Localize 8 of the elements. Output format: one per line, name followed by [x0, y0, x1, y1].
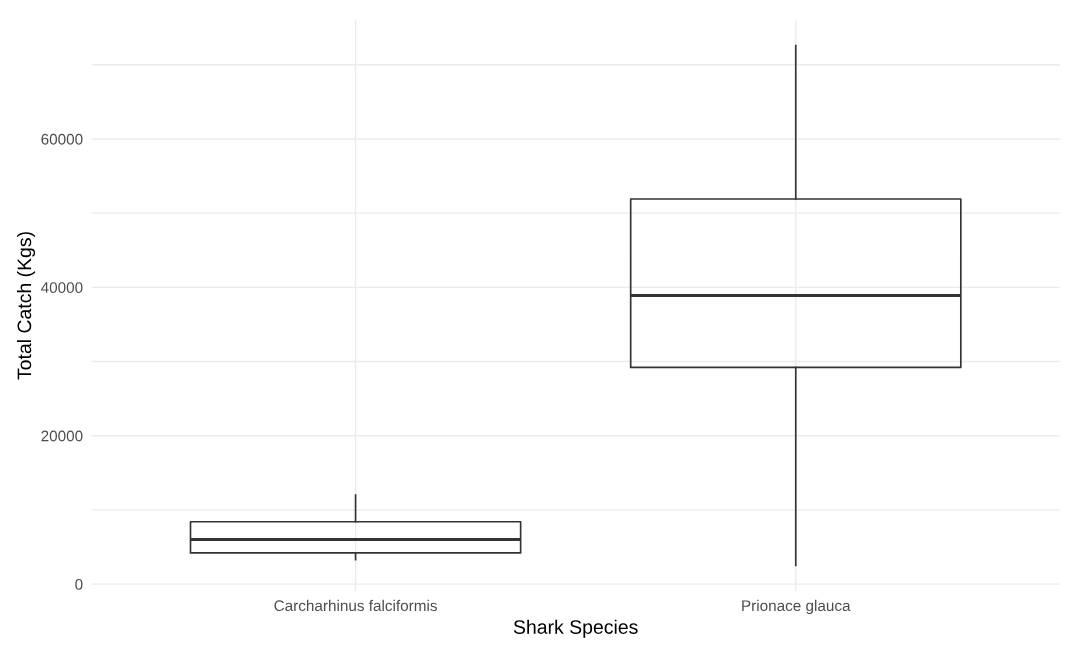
- y-tick-label: 40000: [41, 282, 83, 294]
- y-tick-label: 60000: [41, 133, 83, 145]
- x-axis-title: Shark Species: [513, 619, 638, 638]
- y-axis-title: Total Catch (Kgs): [16, 232, 36, 380]
- y-tick-label: 0: [75, 578, 83, 590]
- x-tick-label: Carcharhinus falciformis: [274, 599, 437, 612]
- x-tick-label: Prionace glauca: [742, 599, 851, 615]
- y-tick-label: 20000: [41, 430, 83, 442]
